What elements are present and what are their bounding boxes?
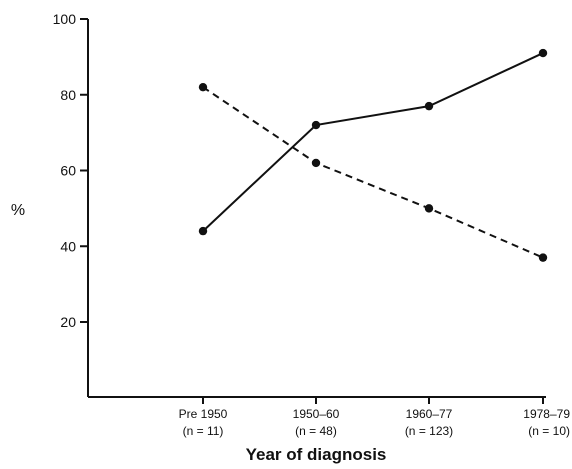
- data-point: [311, 120, 321, 130]
- y-tick-label: 100: [53, 11, 77, 27]
- y-tick-label: 60: [60, 163, 76, 179]
- data-point: [198, 226, 208, 236]
- x-tick-n-label: (n = 10): [528, 424, 570, 438]
- series-line-dashed: [202, 86, 544, 259]
- y-axis-ticks: 20 40 60 80 100: [53, 11, 88, 330]
- x-tick-label: Pre 1950: [179, 407, 228, 421]
- x-tick-label: 1978–79: [523, 407, 570, 421]
- y-tick-label: 40: [60, 238, 76, 254]
- y-tick-label: 20: [60, 314, 76, 330]
- x-axis-ticks: Pre 1950 (n = 11) 1950–60 (n = 48) 1960–77 (n…: [179, 397, 570, 438]
- data-point: [538, 253, 548, 262]
- x-tick-label: 1960–77: [406, 407, 453, 421]
- x-tick-n-label: (n = 11): [183, 424, 224, 438]
- data-point: [424, 101, 434, 111]
- x-tick-n-label: (n = 123): [405, 424, 453, 438]
- x-tick-n-label: (n = 48): [295, 424, 337, 438]
- series-line-solid: [202, 52, 544, 232]
- series-group: [198, 48, 548, 262]
- x-tick-label: 1950–60: [293, 407, 340, 421]
- data-point: [198, 82, 208, 92]
- data-point: [311, 158, 321, 168]
- y-tick-label: 80: [60, 87, 76, 103]
- data-point: [424, 204, 434, 213]
- data-point: [538, 48, 548, 58]
- x-axis-title: Year of diagnosis: [246, 445, 387, 464]
- y-axis-title: %: [11, 202, 25, 219]
